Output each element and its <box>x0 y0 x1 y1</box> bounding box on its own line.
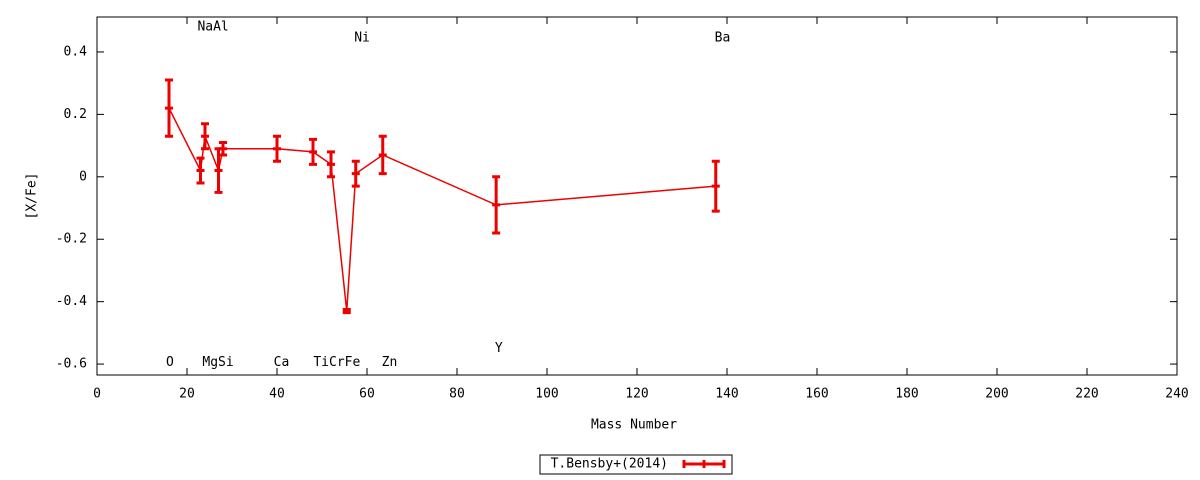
x-tick-label: 120 <box>625 387 648 402</box>
annotation: Zn <box>382 355 398 370</box>
error-bar <box>711 159 720 213</box>
annotation: MgSi <box>202 355 233 370</box>
x-tick-label: 60 <box>359 387 375 402</box>
error-bar <box>219 140 227 157</box>
x-tick-label: 80 <box>449 387 465 402</box>
error-bar <box>201 122 209 151</box>
x-tick-label: 40 <box>269 387 285 402</box>
x-tick-label: 240 <box>1165 387 1188 402</box>
x-axis-label: Mass Number <box>591 418 677 433</box>
x-tick-label: 140 <box>715 387 738 402</box>
x-tick-label: 0 <box>93 387 101 402</box>
annotation: TiCrFe <box>313 355 360 370</box>
x-tick-label: 100 <box>535 387 558 402</box>
x-tick-label: 220 <box>1075 387 1098 402</box>
error-bar <box>214 147 223 194</box>
error-bar <box>378 134 387 176</box>
y-axis-label: [X/Fe] <box>25 173 40 220</box>
y-tick-label: -0.2 <box>56 232 87 247</box>
error-bar <box>196 156 205 185</box>
x-tick-label: 200 <box>985 387 1008 402</box>
plot-frame <box>96 16 1178 376</box>
annotation: Ca <box>274 355 290 370</box>
x-tick-label: 20 <box>179 387 195 402</box>
error-bar <box>342 307 351 315</box>
series-line <box>168 107 716 312</box>
error-bar <box>492 175 501 235</box>
annotation: Ba <box>715 30 731 45</box>
annotation: Y <box>495 341 503 356</box>
error-bar <box>273 134 281 163</box>
annotation: NaAl <box>197 19 228 34</box>
y-tick-label: 0.2 <box>64 107 87 122</box>
annotation: Ni <box>354 30 370 45</box>
x-tick-label: 160 <box>805 387 828 402</box>
x-tick-label: 180 <box>895 387 918 402</box>
error-bar <box>351 159 360 188</box>
annotation: O <box>166 355 174 370</box>
y-tick-label: 0 <box>79 169 87 184</box>
error-bar <box>327 150 335 179</box>
legend-box <box>539 454 733 475</box>
y-tick-label: -0.6 <box>56 357 87 372</box>
y-tick-label: -0.4 <box>56 294 87 309</box>
y-tick-label: 0.4 <box>64 44 88 59</box>
error-bar <box>165 78 173 138</box>
legend-label: T.Bensby+(2014) <box>551 457 668 472</box>
error-bar <box>309 137 317 166</box>
legend-swatch <box>682 460 726 468</box>
